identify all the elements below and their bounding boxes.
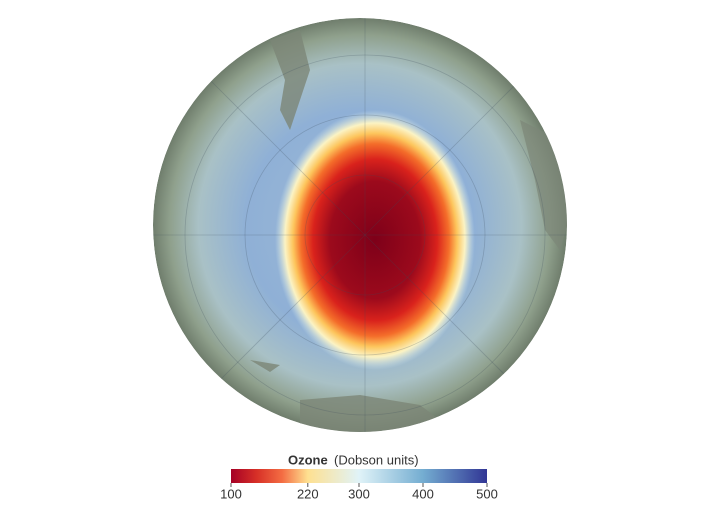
globe: [153, 18, 567, 432]
legend-unit: (Dobson units): [334, 452, 419, 467]
legend-title: Ozone: [288, 452, 328, 467]
tick-label: 500: [476, 486, 498, 501]
tick-label: 220: [297, 486, 319, 501]
tick-label: 300: [348, 486, 370, 501]
color-bar: [231, 469, 487, 483]
tick-label: 400: [412, 486, 434, 501]
tick-label: 100: [220, 486, 242, 501]
